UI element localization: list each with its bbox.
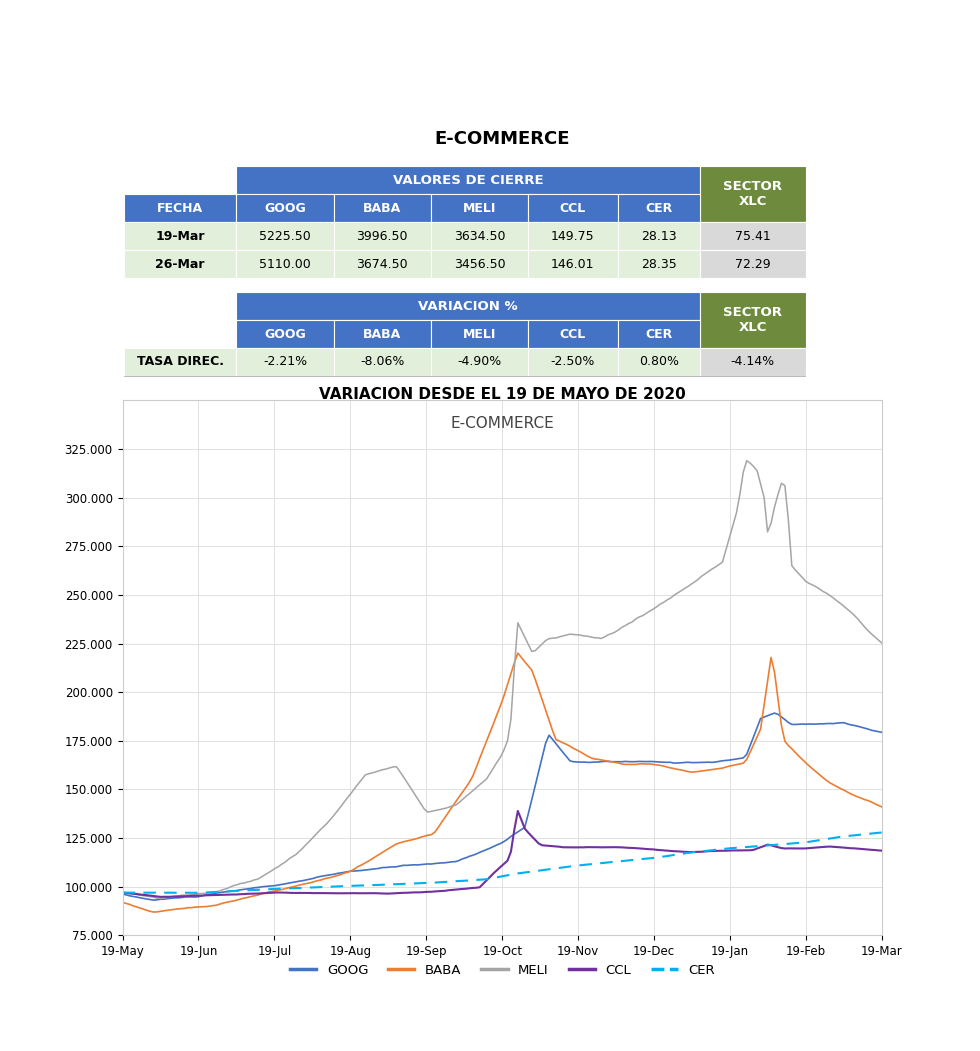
FancyBboxPatch shape bbox=[236, 321, 333, 348]
FancyBboxPatch shape bbox=[124, 194, 236, 222]
Text: VALORES DE CIERRE: VALORES DE CIERRE bbox=[393, 173, 543, 187]
FancyBboxPatch shape bbox=[700, 250, 806, 279]
FancyBboxPatch shape bbox=[431, 250, 528, 279]
Text: 5110.00: 5110.00 bbox=[259, 257, 311, 270]
Text: BABA: BABA bbox=[364, 202, 402, 214]
Text: VARIACION %: VARIACION % bbox=[418, 300, 517, 312]
FancyBboxPatch shape bbox=[431, 321, 528, 348]
FancyBboxPatch shape bbox=[236, 292, 700, 321]
Text: -4.14%: -4.14% bbox=[731, 355, 775, 369]
Text: TASA DIREC.: TASA DIREC. bbox=[137, 355, 223, 369]
FancyBboxPatch shape bbox=[528, 250, 617, 279]
FancyBboxPatch shape bbox=[700, 222, 806, 250]
FancyBboxPatch shape bbox=[236, 279, 333, 292]
FancyBboxPatch shape bbox=[528, 321, 617, 348]
FancyBboxPatch shape bbox=[124, 222, 236, 250]
FancyBboxPatch shape bbox=[431, 348, 528, 376]
FancyBboxPatch shape bbox=[333, 348, 431, 376]
FancyBboxPatch shape bbox=[528, 348, 617, 376]
Text: 3674.50: 3674.50 bbox=[357, 257, 408, 270]
Text: E-COMMERCE: E-COMMERCE bbox=[434, 129, 570, 148]
FancyBboxPatch shape bbox=[236, 348, 333, 376]
FancyBboxPatch shape bbox=[333, 279, 431, 292]
FancyBboxPatch shape bbox=[333, 194, 431, 222]
Text: -4.90%: -4.90% bbox=[458, 355, 502, 369]
Legend: GOOG, BABA, MELI, CCL, CER: GOOG, BABA, MELI, CCL, CER bbox=[284, 959, 720, 983]
Text: 26-Mar: 26-Mar bbox=[156, 257, 205, 270]
FancyBboxPatch shape bbox=[333, 222, 431, 250]
Text: 3456.50: 3456.50 bbox=[454, 257, 506, 270]
Text: SECTOR
XLC: SECTOR XLC bbox=[723, 306, 782, 334]
FancyBboxPatch shape bbox=[236, 222, 333, 250]
Text: MELI: MELI bbox=[463, 202, 496, 214]
FancyBboxPatch shape bbox=[124, 348, 236, 376]
Text: 28.13: 28.13 bbox=[641, 230, 676, 243]
Text: SECTOR
XLC: SECTOR XLC bbox=[723, 180, 782, 208]
FancyBboxPatch shape bbox=[236, 194, 333, 222]
Text: 75.41: 75.41 bbox=[735, 230, 770, 243]
Text: MELI: MELI bbox=[463, 328, 496, 341]
Text: 0.80%: 0.80% bbox=[639, 355, 679, 369]
Text: 146.01: 146.01 bbox=[551, 257, 595, 270]
FancyBboxPatch shape bbox=[617, 321, 700, 348]
FancyBboxPatch shape bbox=[617, 348, 700, 376]
FancyBboxPatch shape bbox=[617, 279, 700, 292]
Text: CER: CER bbox=[645, 328, 672, 341]
FancyBboxPatch shape bbox=[236, 166, 700, 194]
Text: -2.21%: -2.21% bbox=[263, 355, 307, 369]
Text: E-COMMERCE: E-COMMERCE bbox=[451, 416, 554, 432]
Text: 3996.50: 3996.50 bbox=[357, 230, 408, 243]
FancyBboxPatch shape bbox=[124, 279, 236, 292]
Bar bbox=[124, 376, 806, 377]
FancyBboxPatch shape bbox=[617, 250, 700, 279]
Text: 19-Mar: 19-Mar bbox=[156, 230, 205, 243]
FancyBboxPatch shape bbox=[431, 194, 528, 222]
Text: GOOG: GOOG bbox=[265, 328, 306, 341]
Text: VARIACION DESDE EL 19 DE MAYO DE 2020: VARIACION DESDE EL 19 DE MAYO DE 2020 bbox=[318, 387, 686, 401]
Text: BABA: BABA bbox=[364, 328, 402, 341]
FancyBboxPatch shape bbox=[124, 321, 236, 348]
FancyBboxPatch shape bbox=[431, 222, 528, 250]
FancyBboxPatch shape bbox=[700, 279, 806, 292]
Text: -2.50%: -2.50% bbox=[551, 355, 595, 369]
FancyBboxPatch shape bbox=[528, 194, 617, 222]
Text: 3634.50: 3634.50 bbox=[454, 230, 506, 243]
Text: FECHA: FECHA bbox=[157, 202, 203, 214]
FancyBboxPatch shape bbox=[617, 194, 700, 222]
Text: 5225.50: 5225.50 bbox=[259, 230, 311, 243]
FancyBboxPatch shape bbox=[236, 250, 333, 279]
Text: 149.75: 149.75 bbox=[551, 230, 595, 243]
Text: 28.35: 28.35 bbox=[641, 257, 676, 270]
Text: CCL: CCL bbox=[560, 202, 586, 214]
FancyBboxPatch shape bbox=[431, 279, 528, 292]
FancyBboxPatch shape bbox=[124, 292, 236, 348]
FancyBboxPatch shape bbox=[700, 166, 806, 222]
Text: -8.06%: -8.06% bbox=[360, 355, 405, 369]
FancyBboxPatch shape bbox=[333, 250, 431, 279]
Text: 72.29: 72.29 bbox=[735, 257, 770, 270]
FancyBboxPatch shape bbox=[124, 250, 236, 279]
FancyBboxPatch shape bbox=[528, 279, 617, 292]
FancyBboxPatch shape bbox=[333, 321, 431, 348]
FancyBboxPatch shape bbox=[700, 348, 806, 376]
FancyBboxPatch shape bbox=[124, 166, 236, 222]
FancyBboxPatch shape bbox=[528, 222, 617, 250]
FancyBboxPatch shape bbox=[617, 222, 700, 250]
Text: CCL: CCL bbox=[560, 328, 586, 341]
Text: GOOG: GOOG bbox=[265, 202, 306, 214]
FancyBboxPatch shape bbox=[700, 292, 806, 348]
Text: CER: CER bbox=[645, 202, 672, 214]
